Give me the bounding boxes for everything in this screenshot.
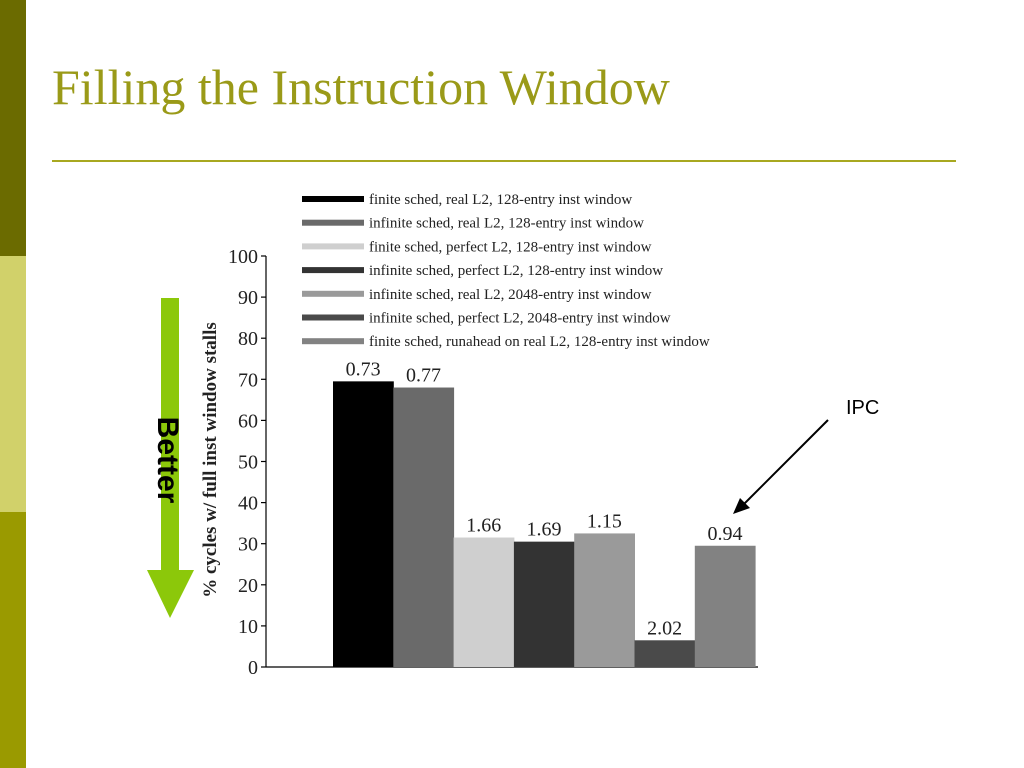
bar-value-label: 1.66 (466, 515, 501, 537)
ipc-pointer-head (733, 498, 750, 514)
bar-value-label: 0.94 (707, 523, 742, 545)
bar (574, 533, 635, 667)
bar (393, 387, 455, 667)
bar-value-label: 1.15 (587, 510, 622, 532)
bars (333, 381, 756, 667)
sidebar-segment-middle (0, 256, 26, 512)
title-divider (52, 160, 956, 162)
legend-entry: infinite sched, perfect L2, 128-entry in… (369, 263, 663, 279)
ipc-annotation: IPC (846, 397, 880, 419)
y-tick-label: 70 (238, 369, 258, 391)
legend-swatch (302, 219, 364, 226)
bar (453, 537, 515, 667)
y-tick-label: 40 (238, 493, 258, 515)
legend-swatch (302, 290, 364, 297)
legend-swatch (302, 267, 364, 274)
slide-title: Filling the Instruction Window (52, 59, 670, 115)
legend-entry: infinite sched, real L2, 2048-entry inst… (369, 287, 652, 303)
sidebar-segment-bottom (0, 512, 26, 768)
sidebar-stripe (0, 0, 26, 768)
y-tick-label: 80 (238, 328, 258, 350)
bar (513, 541, 575, 667)
sidebar-segment-top (0, 0, 26, 256)
legend-swatch (302, 243, 364, 250)
legend-entry: finite sched, real L2, 128-entry inst wi… (369, 192, 632, 208)
legend-swatch (302, 314, 364, 321)
bar (694, 545, 756, 667)
y-tick-label: 0 (248, 657, 258, 679)
ipc-pointer-arrow (733, 419, 829, 514)
legend-swatch (302, 196, 364, 202)
y-tick-label: 20 (238, 575, 258, 597)
bar (333, 381, 394, 667)
legend-entry: infinite sched, perfect L2, 2048-entry i… (369, 311, 671, 327)
legend-swatch (302, 338, 364, 345)
bar-value-label: 0.77 (406, 365, 441, 387)
y-tick-label: 50 (238, 452, 258, 474)
y-axis-label: % cycles w/ full inst window stalls (200, 322, 221, 598)
data-labels: 0.73 0.77 1.66 1.69 1.15 2.02 0.94 (346, 358, 743, 639)
bar-value-label: 0.73 (346, 358, 381, 380)
legend-entry: finite sched, runahead on real L2, 128-e… (369, 334, 710, 350)
bar-value-label: 2.02 (647, 617, 682, 639)
bar-value-label: 1.69 (527, 519, 562, 541)
ipc-pointer-line (741, 419, 829, 507)
legend-entry: infinite sched, real L2, 128-entry inst … (369, 216, 644, 232)
y-tick-label: 30 (238, 534, 258, 556)
y-tick-label: 10 (238, 616, 258, 638)
better-arrow (147, 298, 194, 618)
legend-entry: finite sched, perfect L2, 128-entry inst… (369, 239, 652, 255)
y-tick-label: 90 (238, 287, 258, 309)
y-tick-label: 60 (238, 410, 258, 432)
better-arrow-head (147, 570, 194, 618)
y-tick-label: 100 (228, 246, 258, 268)
better-label: Better (151, 417, 184, 504)
chart-legend: finite sched, real L2, 128-entry inst wi… (302, 192, 710, 350)
better-arrow-shaft (161, 298, 179, 572)
bar (634, 640, 696, 667)
